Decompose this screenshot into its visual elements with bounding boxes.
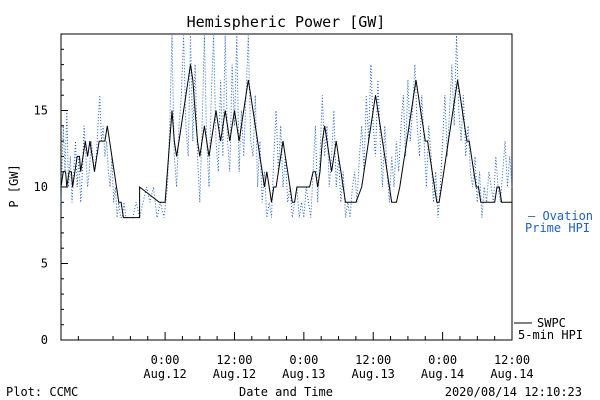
chart-title: Hemispheric Power [GW] xyxy=(187,13,386,31)
x-axis-ticks: 0:00Aug.1212:00Aug.120:00Aug.1312:00Aug.… xyxy=(60,332,534,381)
x-tick-label: 0:00 xyxy=(151,353,180,367)
x-tick-label: 12:00 xyxy=(355,353,391,367)
y-tick-label: 15 xyxy=(34,104,48,118)
series-ovation-line xyxy=(60,35,513,219)
y-axis-label: P [GW] xyxy=(7,164,21,207)
legend-ovation-line2: Prime HPI xyxy=(525,221,590,235)
series-swpc-line xyxy=(60,64,512,219)
legend-swpc-line1: SWPC xyxy=(537,316,566,330)
y-tick-label: 10 xyxy=(34,180,48,194)
x-tick-label: Aug.13 xyxy=(282,367,325,381)
y-axis-ticks: 0 5 10 15 xyxy=(34,48,68,347)
footer-timestamp: 2020/08/14 12:10:23 xyxy=(445,385,582,399)
x-tick-label: Aug.14 xyxy=(421,367,464,381)
x-axis-label: Date and Time xyxy=(239,385,333,399)
y-tick-label: 0 xyxy=(41,333,48,347)
legend-ovation-line1: – Ovation xyxy=(528,209,593,223)
x-tick-label: 12:00 xyxy=(216,353,252,367)
series-layer xyxy=(60,35,513,219)
y-tick-label: 5 xyxy=(41,257,48,271)
x-tick-label: 0:00 xyxy=(289,353,318,367)
x-tick-label: Aug.12 xyxy=(213,367,256,381)
x-tick-label: 12:00 xyxy=(494,353,530,367)
plot-frame xyxy=(60,33,513,341)
legend-swpc-line2: 5-min HPI xyxy=(518,328,583,342)
x-tick-label: Aug.13 xyxy=(352,367,395,381)
x-tick-label: Aug.12 xyxy=(143,367,186,381)
x-tick-label: 0:00 xyxy=(428,353,457,367)
footer-plot-credit: Plot: CCMC xyxy=(6,385,78,399)
x-tick-label: Aug.14 xyxy=(490,367,533,381)
